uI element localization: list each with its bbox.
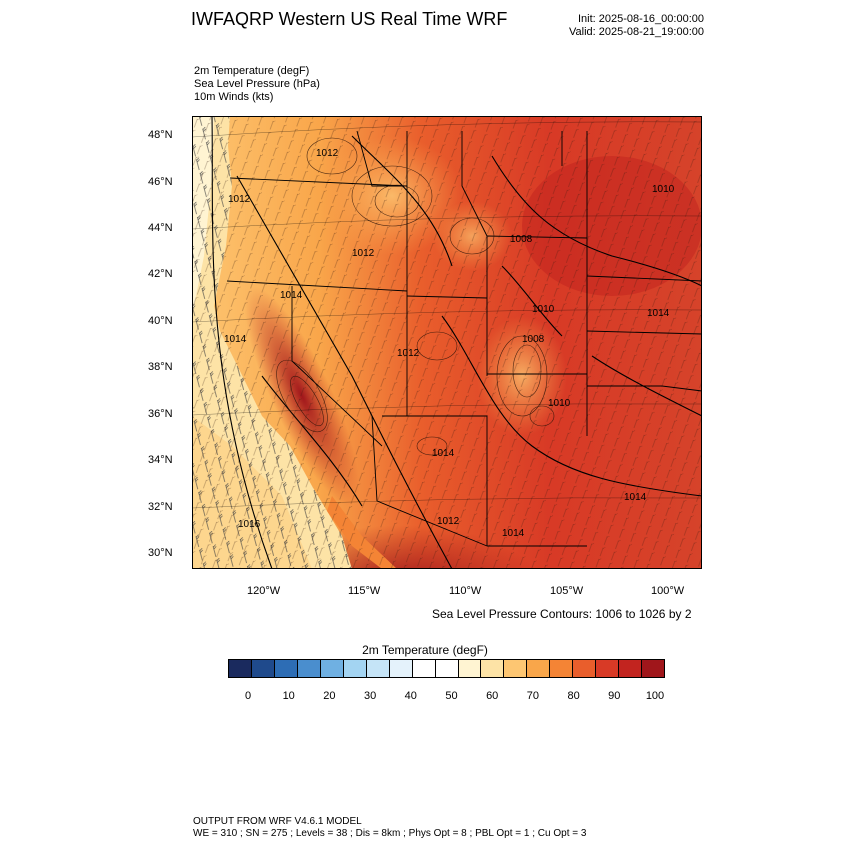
isobar-label: 1014 (224, 334, 247, 345)
colorbar-tick-label: 70 (526, 690, 540, 702)
colorbar-swatch (504, 660, 528, 677)
isobar-label: 1012 (316, 148, 339, 159)
isobar-label: 1012 (397, 348, 420, 359)
isobar-label: 1014 (280, 290, 303, 301)
model-footer: OUTPUT FROM WRF V4.6.1 MODEL WE = 310 ; … (193, 816, 586, 840)
colorbar-swatch (297, 660, 321, 677)
isobar-labels: 1012 1012 1008 1010 1012 1014 1014 1010 … (224, 148, 675, 539)
colorbar-swatch (389, 660, 413, 677)
isobar-label: 1012 (228, 194, 251, 205)
colorbar (228, 659, 665, 678)
colorbar-swatch (343, 660, 367, 677)
lon-label: 105°W (550, 585, 584, 597)
colorbar-swatch (458, 660, 482, 677)
colorbar-swatch (229, 660, 252, 677)
model-config: WE = 310 ; SN = 275 ; Levels = 38 ; Dis … (193, 828, 587, 839)
isobar-label: 1014 (502, 528, 525, 539)
field-winds: 10m Winds (kts) (194, 91, 274, 103)
valid-time: Valid: 2025-08-21_19:00:00 (569, 26, 704, 38)
init-time: Init: 2025-08-16_00:00:00 (578, 13, 704, 25)
isobar-label: 1010 (652, 184, 675, 195)
isobar-label: 1012 (437, 516, 460, 527)
field-list: 2m Temperature (degF) Sea Level Pressure… (194, 65, 320, 104)
colorbar-swatch (481, 660, 505, 677)
lat-label: 42°N (148, 268, 173, 280)
lat-label: 48°N (148, 129, 173, 141)
colorbar-tick-label: 100 (645, 690, 665, 702)
colorbar-tick-label: 0 (244, 690, 252, 702)
isobar-label: 1008 (510, 234, 533, 245)
colorbar-title: 2m Temperature (degF) (362, 643, 488, 657)
colorbar-tick-label: 10 (282, 690, 295, 702)
colorbar-swatch (527, 660, 551, 677)
lat-label: 36°N (148, 408, 173, 420)
map-title: IWFAQRP Western US Real Time WRF (191, 9, 508, 29)
isobar-label: 1014 (624, 492, 647, 503)
colorbar-swatch (550, 660, 574, 677)
colorbar-swatch (366, 660, 390, 677)
colorbar-swatch (619, 660, 643, 677)
lat-label: 30°N (148, 547, 173, 559)
isobar-label: 1016 (238, 519, 261, 530)
colorbar-tick-label: 30 (363, 690, 377, 702)
colorbar-swatch (642, 660, 665, 677)
colorbar-swatch (274, 660, 298, 677)
pressure-contours (211, 116, 702, 569)
colorbar-swatch (251, 660, 275, 677)
colorbar-tick-label: 60 (486, 690, 499, 702)
lat-label: 38°N (148, 361, 173, 373)
lon-label: 115°W (348, 585, 381, 597)
colorbar-swatch (320, 660, 344, 677)
isobar-label: 1012 (352, 248, 375, 259)
colorbar-swatch (596, 660, 620, 677)
colorbar-tick-label: 80 (567, 690, 580, 702)
colorbar-tick-label: 90 (608, 690, 621, 702)
lat-label: 34°N (148, 454, 173, 466)
lat-label: 46°N (148, 176, 173, 188)
model-version: OUTPUT FROM WRF V4.6.1 MODEL (193, 816, 362, 827)
lat-label: 32°N (148, 501, 173, 513)
lat-label: 44°N (148, 222, 173, 234)
graticule (192, 121, 702, 509)
run-info: Init: 2025-08-16_00:00:00 Valid: 2025-08… (569, 13, 704, 39)
lon-label: 110°W (449, 585, 482, 597)
contour-note: Sea Level Pressure Contours: 1006 to 102… (432, 607, 692, 621)
isobar-label: 1010 (532, 304, 555, 315)
colorbar-tick-label: 50 (445, 690, 458, 702)
lon-label: 120°W (247, 585, 281, 597)
lat-label: 40°N (148, 315, 173, 327)
field-temperature: 2m Temperature (degF) (194, 65, 310, 77)
field-pressure: Sea Level Pressure (hPa) (194, 78, 320, 90)
terrain-contours (276, 137, 555, 456)
isobar-label: 1014 (432, 448, 455, 459)
colorbar-swatch (435, 660, 459, 677)
isobar-label: 1008 (522, 334, 545, 345)
colorbar-tick-label: 40 (404, 690, 417, 702)
colorbar-swatch (412, 660, 436, 677)
colorbar-tick-label: 20 (323, 690, 336, 702)
colorbar-swatch (573, 660, 597, 677)
temperature-map: 1012 1012 1008 1010 1012 1014 1014 1010 … (192, 116, 702, 569)
isobar-label: 1014 (647, 308, 670, 319)
lon-label: 100°W (651, 585, 685, 597)
isobar-label: 1010 (548, 398, 571, 409)
